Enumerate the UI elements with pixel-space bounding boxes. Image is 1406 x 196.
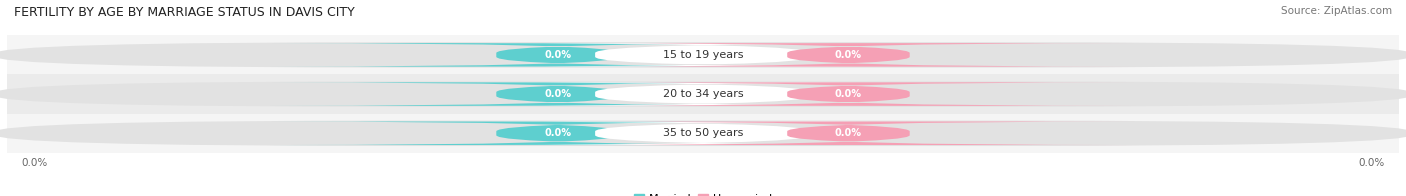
FancyBboxPatch shape — [562, 43, 1135, 67]
FancyBboxPatch shape — [463, 43, 943, 67]
FancyBboxPatch shape — [271, 43, 844, 67]
FancyBboxPatch shape — [463, 82, 943, 106]
Text: 20 to 34 years: 20 to 34 years — [662, 89, 744, 99]
Text: 0.0%: 0.0% — [1358, 158, 1385, 168]
Text: 0.0%: 0.0% — [544, 50, 571, 60]
Text: 0.0%: 0.0% — [544, 89, 571, 99]
Bar — [7, 74, 1399, 114]
FancyBboxPatch shape — [562, 82, 1135, 106]
Text: 35 to 50 years: 35 to 50 years — [662, 128, 744, 138]
Text: FERTILITY BY AGE BY MARRIAGE STATUS IN DAVIS CITY: FERTILITY BY AGE BY MARRIAGE STATUS IN D… — [14, 6, 354, 19]
Text: 0.0%: 0.0% — [835, 89, 862, 99]
Text: 15 to 19 years: 15 to 19 years — [662, 50, 744, 60]
Text: 0.0%: 0.0% — [835, 50, 862, 60]
Bar — [7, 114, 1399, 153]
Text: 0.0%: 0.0% — [835, 128, 862, 138]
Bar — [7, 35, 1399, 74]
Legend: Married, Unmarried: Married, Unmarried — [630, 189, 776, 196]
FancyBboxPatch shape — [463, 122, 943, 145]
FancyBboxPatch shape — [0, 121, 1406, 146]
FancyBboxPatch shape — [271, 122, 844, 145]
Text: 0.0%: 0.0% — [544, 128, 571, 138]
Text: Source: ZipAtlas.com: Source: ZipAtlas.com — [1281, 6, 1392, 16]
Text: 0.0%: 0.0% — [21, 158, 48, 168]
FancyBboxPatch shape — [0, 81, 1406, 107]
FancyBboxPatch shape — [562, 122, 1135, 145]
FancyBboxPatch shape — [0, 42, 1406, 68]
FancyBboxPatch shape — [271, 82, 844, 106]
